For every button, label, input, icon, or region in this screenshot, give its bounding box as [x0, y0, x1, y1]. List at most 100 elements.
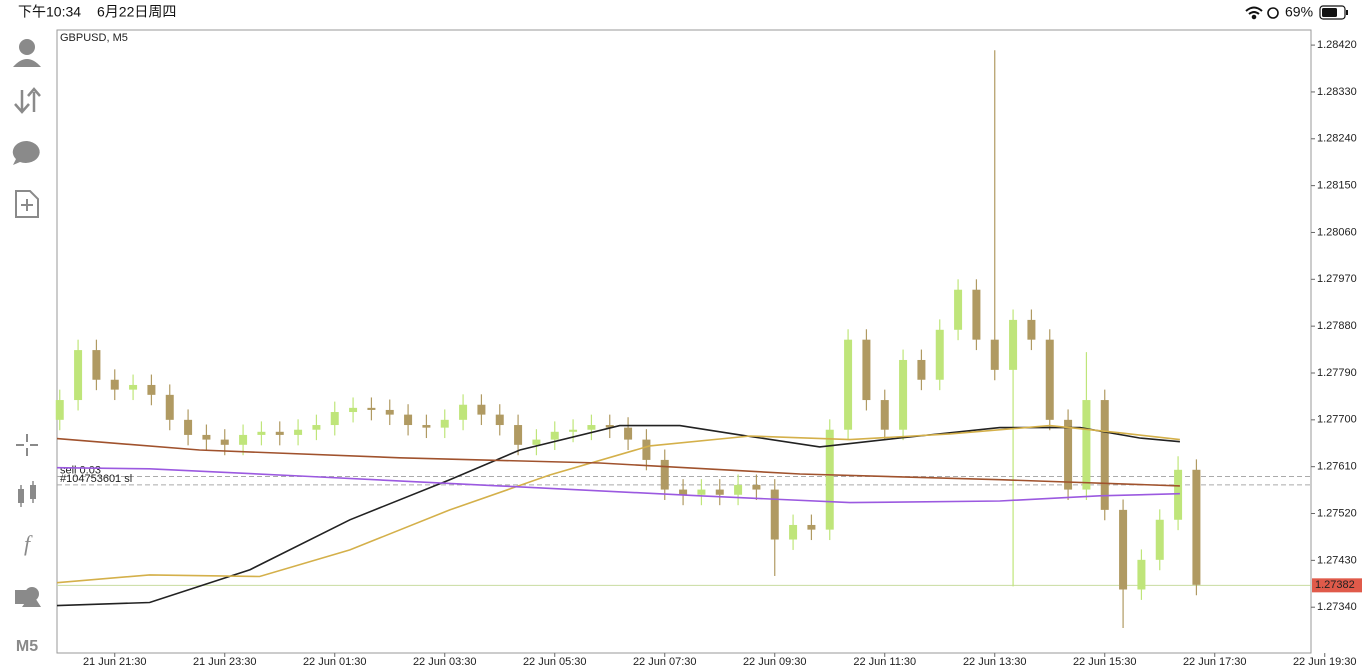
candle-body	[1119, 509, 1128, 590]
wifi-icon	[1245, 6, 1263, 20]
candle-body	[972, 289, 981, 340]
candle-body	[1082, 400, 1091, 490]
candles-icon[interactable]	[18, 481, 36, 507]
x-tick-label: 22 Jun 07:30	[633, 656, 697, 667]
moving-average	[56, 437, 1180, 487]
y-tick-label: 1.27790	[1317, 367, 1357, 379]
plot-frame	[56, 29, 1312, 654]
status-date: 6月22日周四	[97, 4, 176, 20]
candle-body	[789, 524, 798, 540]
y-tick-label: 1.28420	[1317, 39, 1357, 51]
candle-body	[1045, 339, 1054, 420]
sidebar: f M5	[12, 39, 41, 655]
status-time: 下午10:34	[18, 4, 81, 20]
moving-average	[56, 424, 1180, 607]
timeframe-button[interactable]: M5	[16, 638, 38, 655]
candle-body	[220, 439, 229, 445]
candle-body	[807, 524, 816, 530]
candle-body	[477, 404, 486, 415]
battery-icon	[1319, 5, 1348, 20]
candle-body	[660, 459, 669, 490]
indicator-icon[interactable]: f	[24, 531, 33, 556]
y-tick-label: 1.28150	[1317, 180, 1357, 192]
x-tick-label: 21 Jun 21:30	[83, 656, 147, 667]
y-tick-label: 1.28330	[1317, 86, 1357, 98]
candle-body	[1100, 400, 1109, 510]
trade-icon[interactable]	[14, 87, 41, 114]
candle-body	[165, 394, 174, 420]
x-tick-label: 22 Jun 09:30	[743, 656, 807, 667]
moving-average	[56, 424, 1180, 584]
candle-body	[935, 329, 944, 380]
account-icon[interactable]	[13, 39, 41, 67]
candle-body	[642, 439, 651, 460]
candle-body	[605, 425, 614, 428]
y-tick-label: 1.27430	[1317, 554, 1357, 566]
candle-body	[385, 409, 394, 415]
candle-body	[1174, 469, 1183, 520]
candle-body	[239, 434, 248, 445]
candle-body	[184, 419, 193, 435]
candle-body	[899, 359, 908, 430]
candle-body	[404, 414, 413, 426]
candle-body	[1064, 419, 1073, 490]
x-tick-label: 22 Jun 11:30	[853, 656, 916, 667]
candle-body	[92, 350, 101, 380]
candle-body	[349, 407, 358, 413]
new-doc-icon[interactable]	[15, 190, 39, 218]
chart-title: GBPUSD, M5	[60, 32, 128, 44]
candle-body	[679, 489, 688, 495]
candle-body	[275, 431, 284, 435]
lock-icon	[1267, 7, 1279, 19]
y-tick-label: 1.27700	[1317, 414, 1357, 426]
candle-body	[367, 407, 376, 410]
current-price-box	[1312, 578, 1362, 593]
candle-body	[147, 384, 156, 395]
x-tick-label: 22 Jun 05:30	[523, 656, 587, 667]
candle-body	[312, 425, 321, 430]
candle-body	[422, 425, 431, 428]
candle-body	[990, 339, 999, 370]
x-tick-label: 21 Jun 23:30	[193, 656, 257, 667]
objects-icon[interactable]	[15, 587, 41, 607]
candle-body	[734, 484, 743, 495]
candle-body	[954, 289, 963, 330]
x-tick-label: 22 Jun 03:30	[413, 656, 477, 667]
x-tick-label: 22 Jun 19:30	[1293, 656, 1357, 667]
candle-body	[74, 350, 83, 401]
x-tick-label: 22 Jun 15:30	[1073, 656, 1137, 667]
candle-body	[1027, 319, 1036, 340]
current-price-label: 1.27382	[1315, 579, 1355, 591]
candle-body	[715, 489, 724, 495]
candle-body	[770, 489, 779, 540]
x-tick-label: 22 Jun 17:30	[1183, 656, 1247, 667]
candle-body	[844, 339, 853, 430]
candle-body	[1155, 519, 1164, 560]
order-label: #104753601 sl	[60, 473, 132, 485]
candle-body	[1137, 559, 1146, 590]
candle-body	[55, 400, 64, 420]
candle-body	[330, 412, 339, 426]
x-tick-label: 22 Jun 13:30	[963, 656, 1027, 667]
candle-body	[862, 339, 871, 401]
candle-body	[129, 384, 138, 390]
candle-body	[917, 359, 926, 380]
crosshair-icon[interactable]	[16, 434, 38, 456]
candle-body	[257, 431, 266, 435]
candle-body	[587, 425, 596, 430]
candle-body	[550, 431, 559, 440]
candle-body	[1009, 319, 1018, 370]
candle-body	[569, 429, 578, 432]
candle-body	[202, 434, 211, 440]
candle-body	[1192, 469, 1201, 585]
candle-body	[880, 400, 889, 430]
moving-average	[56, 466, 1180, 504]
x-tick-label: 22 Jun 01:30	[303, 656, 367, 667]
candle-body	[697, 489, 706, 495]
chat-icon[interactable]	[12, 140, 40, 165]
candle-body	[459, 404, 468, 420]
candle-body	[110, 379, 119, 390]
candle-body	[624, 427, 633, 440]
